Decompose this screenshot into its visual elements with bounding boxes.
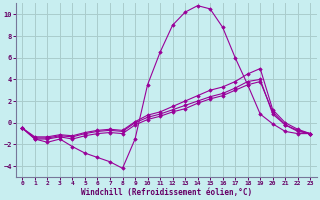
X-axis label: Windchill (Refroidissement éolien,°C): Windchill (Refroidissement éolien,°C) <box>81 188 252 197</box>
